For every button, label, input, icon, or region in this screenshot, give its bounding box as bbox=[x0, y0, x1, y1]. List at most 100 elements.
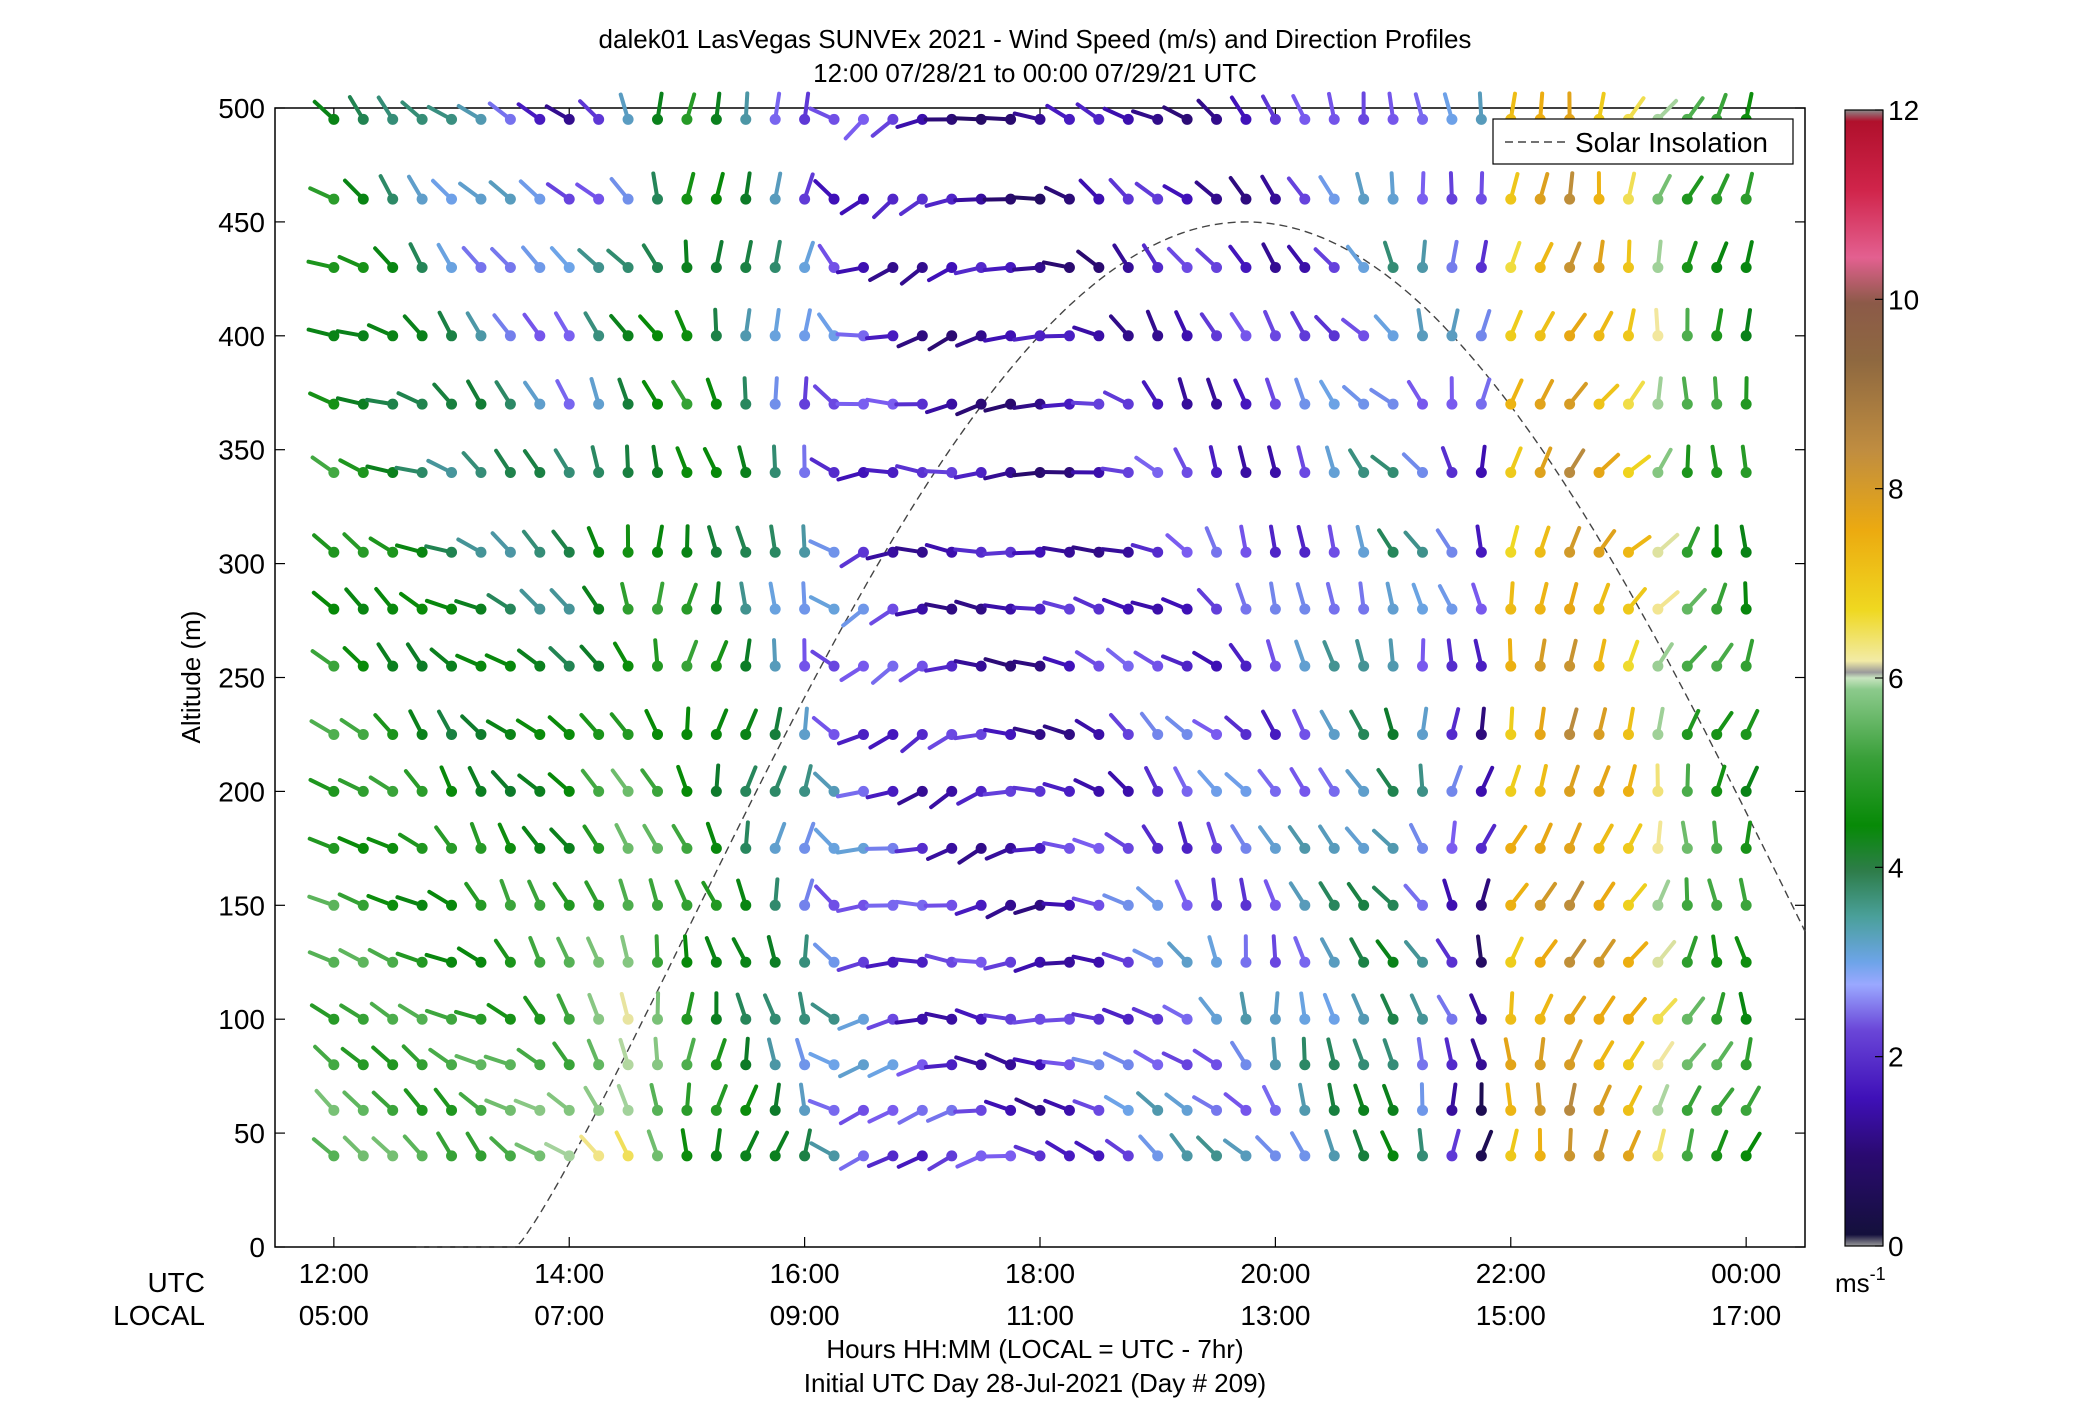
wind-barb-dot bbox=[946, 466, 958, 478]
wind-barb-dot bbox=[1152, 842, 1164, 854]
wind-barb-dot bbox=[1505, 1150, 1517, 1162]
wind-barb-dot bbox=[504, 193, 516, 205]
wind-barb-dot bbox=[416, 261, 428, 273]
wind-barb-dot bbox=[387, 728, 399, 740]
solar-insolation-curve bbox=[416, 221, 1806, 1248]
wind-barb-dot bbox=[357, 728, 369, 740]
wind-barb-dot bbox=[1240, 261, 1252, 273]
wind-barb-dot bbox=[740, 261, 752, 273]
wind-barb-dot bbox=[828, 728, 840, 740]
wind-barb-dot bbox=[975, 466, 987, 478]
wind-barb-dot bbox=[1328, 330, 1340, 342]
wind-barb-dot bbox=[1269, 785, 1281, 797]
wind-barb-dot bbox=[1005, 1104, 1017, 1116]
wind-barb-dot bbox=[975, 398, 987, 410]
wind-barb-dot bbox=[799, 1059, 811, 1071]
wind-barb-dot bbox=[1063, 603, 1075, 615]
wind-barb-dot bbox=[1063, 842, 1075, 854]
wind-barb-dot bbox=[416, 1150, 428, 1162]
y-tick-label: 50 bbox=[234, 1118, 265, 1149]
wind-barb-dot bbox=[1122, 398, 1134, 410]
wind-barb-dot bbox=[1211, 1104, 1223, 1116]
wind-barb-dot bbox=[1534, 899, 1546, 911]
wind-barb-dot bbox=[416, 546, 428, 558]
wind-barb-dot bbox=[1622, 1104, 1634, 1116]
wind-barb-dot bbox=[1593, 785, 1605, 797]
legend: Solar Insolation bbox=[1492, 118, 1794, 165]
wind-barb-dot bbox=[1417, 899, 1428, 911]
wind-barb-dot bbox=[1358, 261, 1370, 273]
wind-barb-dot bbox=[1446, 1013, 1458, 1025]
wind-barb-dot bbox=[1299, 330, 1311, 342]
wind-barb-dot bbox=[1240, 1104, 1252, 1116]
wind-barb-dot bbox=[1328, 1150, 1340, 1162]
wind-barb-dot bbox=[1505, 466, 1517, 478]
wind-barb-dot bbox=[1446, 1150, 1458, 1162]
wind-barb-dot bbox=[504, 603, 516, 615]
wind-barb-dot bbox=[1622, 193, 1634, 205]
wind-barb-dot bbox=[1711, 785, 1723, 797]
wind-barb-dot bbox=[1299, 1059, 1311, 1071]
wind-barb-dot bbox=[975, 899, 987, 911]
wind-barb-dot bbox=[681, 1059, 693, 1071]
wind-barb-dot bbox=[857, 1059, 869, 1071]
wind-barb-dot bbox=[652, 728, 663, 740]
wind-barb-dot bbox=[1063, 728, 1075, 740]
wind-barb-dot bbox=[916, 261, 928, 273]
wind-barb-dot bbox=[1652, 603, 1664, 615]
wind-barb-dot bbox=[1328, 261, 1340, 273]
wind-barb-dot bbox=[1711, 603, 1723, 615]
wind-barb-dot bbox=[622, 660, 634, 672]
wind-barb-dot bbox=[1505, 193, 1517, 205]
wind-barb-dot bbox=[504, 1150, 516, 1162]
wind-barb-dot bbox=[1681, 1150, 1693, 1162]
wind-barb-dot bbox=[1740, 1059, 1752, 1071]
wind-barb-dot bbox=[1240, 193, 1252, 205]
wind-barb-dot bbox=[975, 193, 987, 205]
wind-barb-dot bbox=[446, 1013, 458, 1025]
wind-barb-dot bbox=[799, 728, 811, 740]
wind-barb-dot bbox=[534, 1150, 546, 1162]
wind-barb-dot bbox=[1063, 1150, 1075, 1162]
wind-barb-dot bbox=[710, 728, 722, 740]
wind-barb-dot bbox=[1681, 466, 1693, 478]
wind-barb-dot bbox=[357, 113, 369, 125]
wind-barb-dot bbox=[446, 1150, 458, 1162]
wind-barb-dot bbox=[387, 1013, 399, 1025]
wind-barb-dot bbox=[1211, 330, 1223, 342]
wind-barb-dot bbox=[1593, 330, 1605, 342]
wind-barb-dot bbox=[740, 728, 752, 740]
wind-barb-dot bbox=[828, 603, 840, 615]
wind-barb-dot bbox=[769, 1059, 781, 1071]
wind-barb-dot bbox=[1299, 1104, 1311, 1116]
wind-barb-dot bbox=[710, 956, 722, 968]
wind-barb-dot bbox=[1034, 330, 1046, 342]
wind-barb-dot bbox=[1417, 113, 1428, 125]
wind-barb-dot bbox=[446, 603, 458, 615]
wind-barb-dot bbox=[1299, 546, 1311, 558]
wind-barb-dot bbox=[1740, 660, 1752, 672]
wind-barb-dot bbox=[475, 1013, 487, 1025]
wind-barb-dot bbox=[1122, 842, 1134, 854]
wind-barb-dot bbox=[652, 603, 663, 615]
wind-barb-dot bbox=[387, 113, 399, 125]
wind-barb-dot bbox=[593, 785, 605, 797]
colorbar-tick-label: 4 bbox=[1888, 852, 1904, 883]
wind-barb-dot bbox=[1211, 1059, 1223, 1071]
wind-barb-dot bbox=[1093, 1150, 1105, 1162]
wind-barb-dot bbox=[328, 842, 340, 854]
wind-barb-dot bbox=[769, 466, 781, 478]
wind-barb-dot bbox=[328, 546, 340, 558]
wind-barb-dot bbox=[887, 466, 899, 478]
wind-barb-dot bbox=[446, 956, 458, 968]
wind-barb-dot bbox=[1593, 1104, 1605, 1116]
wind-barb-dot bbox=[1475, 1059, 1487, 1071]
wind-barb-dot bbox=[1475, 466, 1487, 478]
wind-barb-dot bbox=[1534, 785, 1546, 797]
wind-barb-dot bbox=[504, 842, 516, 854]
wind-barb-dot bbox=[1269, 899, 1281, 911]
wind-barb-dot bbox=[681, 546, 693, 558]
wind-barb-dot bbox=[1358, 728, 1370, 740]
wind-barb-dot bbox=[828, 1013, 840, 1025]
wind-barb-dot bbox=[446, 193, 458, 205]
